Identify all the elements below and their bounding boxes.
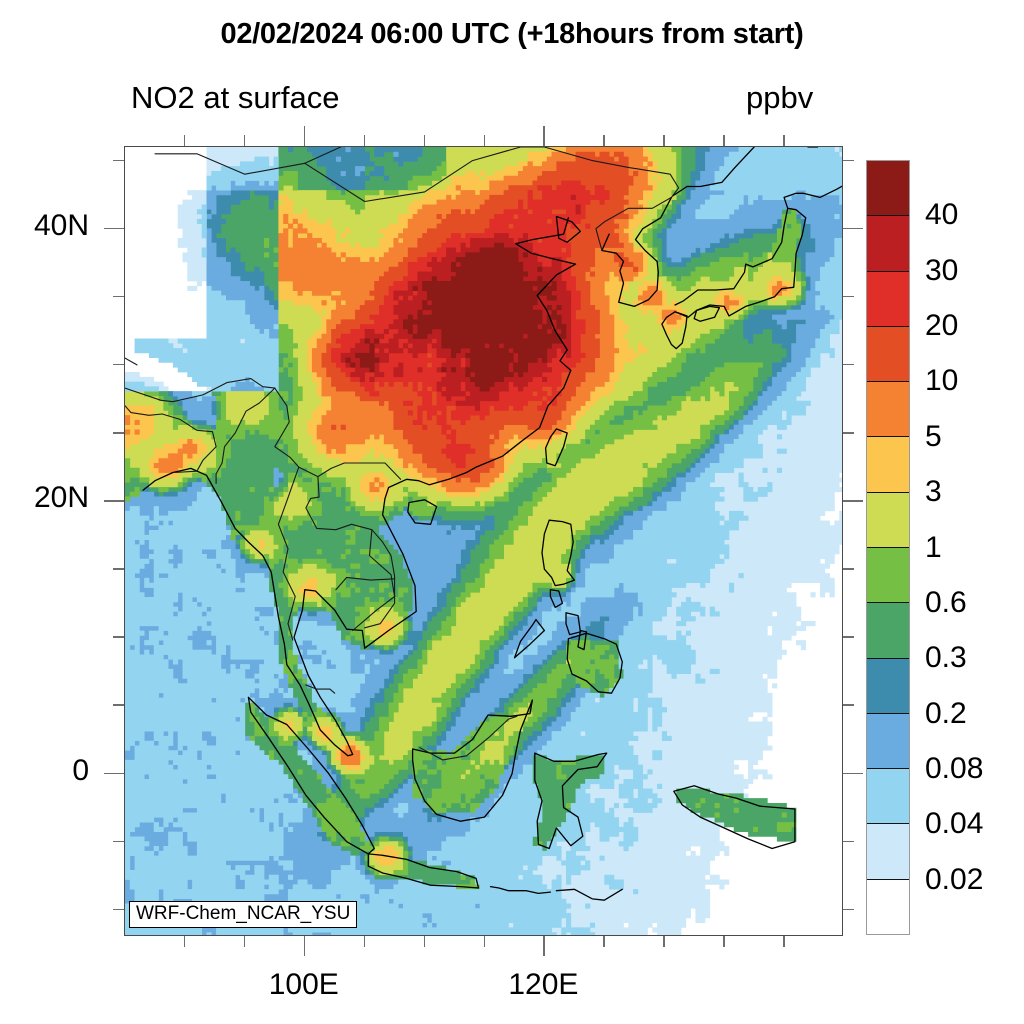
- x-axis-tick: [663, 936, 665, 947]
- colorbar-band: [867, 161, 909, 217]
- colorbar-band: [867, 492, 909, 548]
- colorbar-tick-label: 40: [925, 198, 959, 232]
- colorbar-tick-label: 0.08: [925, 751, 984, 785]
- x-axis-tick: [303, 936, 306, 956]
- units-label: ppbv: [746, 80, 814, 115]
- colorbar-band: [867, 216, 909, 272]
- y-axis-tick: [113, 908, 124, 911]
- y-axis-tick: [113, 840, 124, 843]
- colorbar: [866, 160, 910, 935]
- y-axis-tick: [843, 363, 854, 366]
- country-border-overlay: [125, 147, 680, 761]
- x-axis-tick: [423, 936, 426, 947]
- colorbar-band: [867, 382, 909, 438]
- colorbar-band: [867, 437, 909, 493]
- colorbar-band: [867, 879, 909, 934]
- y-axis-tick: [104, 227, 124, 230]
- x-axis-tick: [483, 135, 486, 146]
- colorbar-band: [867, 271, 909, 327]
- map-plot-area: [124, 146, 843, 936]
- colorbar-band: [867, 713, 909, 770]
- colorbar-tick-label: 1: [925, 530, 942, 564]
- y-axis-tick: [843, 227, 863, 230]
- model-grid-cells: [125, 147, 842, 935]
- figure-title: 02/02/2024 06:00 UTC (+18hours from star…: [220, 18, 804, 50]
- colorbar-tick-label: 5: [925, 419, 942, 453]
- y-axis-tick: [843, 432, 854, 434]
- x-axis-tick: [183, 936, 186, 947]
- colorbar-tick-label: 0.04: [925, 807, 984, 841]
- colorbar-band: [867, 603, 909, 659]
- colorbar-band: [867, 326, 909, 383]
- x-axis-tick: [663, 135, 665, 146]
- x-axis-tick: [243, 135, 246, 146]
- y-axis-tick: [113, 159, 124, 162]
- y-axis-tick: [843, 772, 863, 775]
- model-attribution-tag: WRF-Chem_NCAR_YSU: [129, 901, 358, 928]
- y-axis-tick: [843, 568, 854, 570]
- coastline-overlay: [142, 147, 842, 901]
- y-axis-tick-label: 0: [72, 753, 89, 787]
- colorbar-tick-label: 3: [925, 475, 942, 509]
- y-axis-tick: [843, 500, 863, 502]
- y-axis-tick: [113, 432, 124, 434]
- y-axis-tick: [113, 704, 124, 706]
- y-axis-tick: [113, 295, 124, 298]
- x-axis-tick: [303, 126, 306, 146]
- y-axis-tick: [113, 568, 124, 570]
- colorbar-tick-label: 0.6: [925, 585, 967, 619]
- x-axis-tick: [183, 135, 186, 146]
- x-axis-tick: [723, 135, 725, 146]
- colorbar-tick-label: 20: [925, 309, 959, 343]
- colorbar-band: [867, 547, 909, 604]
- x-axis-tick: [243, 936, 246, 947]
- x-axis-tick: [783, 936, 785, 947]
- x-axis-tick: [603, 936, 605, 947]
- colorbar-tick-label: 0.3: [925, 641, 967, 675]
- colorbar-tick-label: 30: [925, 253, 959, 287]
- x-axis-tick: [363, 135, 366, 146]
- y-axis-tick-label: 40N: [33, 208, 89, 242]
- x-axis-tick: [543, 126, 545, 146]
- y-axis-tick: [843, 908, 854, 911]
- no2-concentration-field: [125, 147, 842, 935]
- y-axis-tick: [843, 295, 854, 298]
- variable-label: NO2 at surface: [131, 80, 340, 115]
- x-axis-tick-label: 120E: [508, 968, 579, 1001]
- x-axis-tick: [603, 135, 605, 146]
- y-axis-tick: [843, 636, 854, 638]
- x-axis-tick: [783, 135, 785, 146]
- x-axis-tick: [483, 936, 486, 947]
- y-axis-tick: [843, 159, 854, 162]
- x-axis-tick: [363, 936, 366, 947]
- colorbar-band: [867, 824, 909, 880]
- x-axis-tick: [543, 936, 545, 956]
- x-axis-tick: [423, 135, 426, 146]
- x-axis-tick: [723, 936, 725, 947]
- colorbar-band: [867, 658, 909, 714]
- y-axis-tick-label: 20N: [33, 481, 89, 515]
- colorbar-tick-label: 10: [925, 364, 959, 398]
- y-axis-tick: [843, 840, 854, 843]
- x-axis-tick-label: 100E: [268, 968, 339, 1001]
- y-axis-tick: [104, 500, 124, 502]
- y-axis-tick: [113, 636, 124, 638]
- y-axis-tick: [113, 363, 124, 366]
- y-axis-tick: [843, 704, 854, 706]
- y-axis-tick: [104, 772, 124, 775]
- colorbar-tick-label: 0.2: [925, 696, 967, 730]
- colorbar-band: [867, 769, 909, 825]
- colorbar-tick-label: 0.02: [925, 862, 984, 896]
